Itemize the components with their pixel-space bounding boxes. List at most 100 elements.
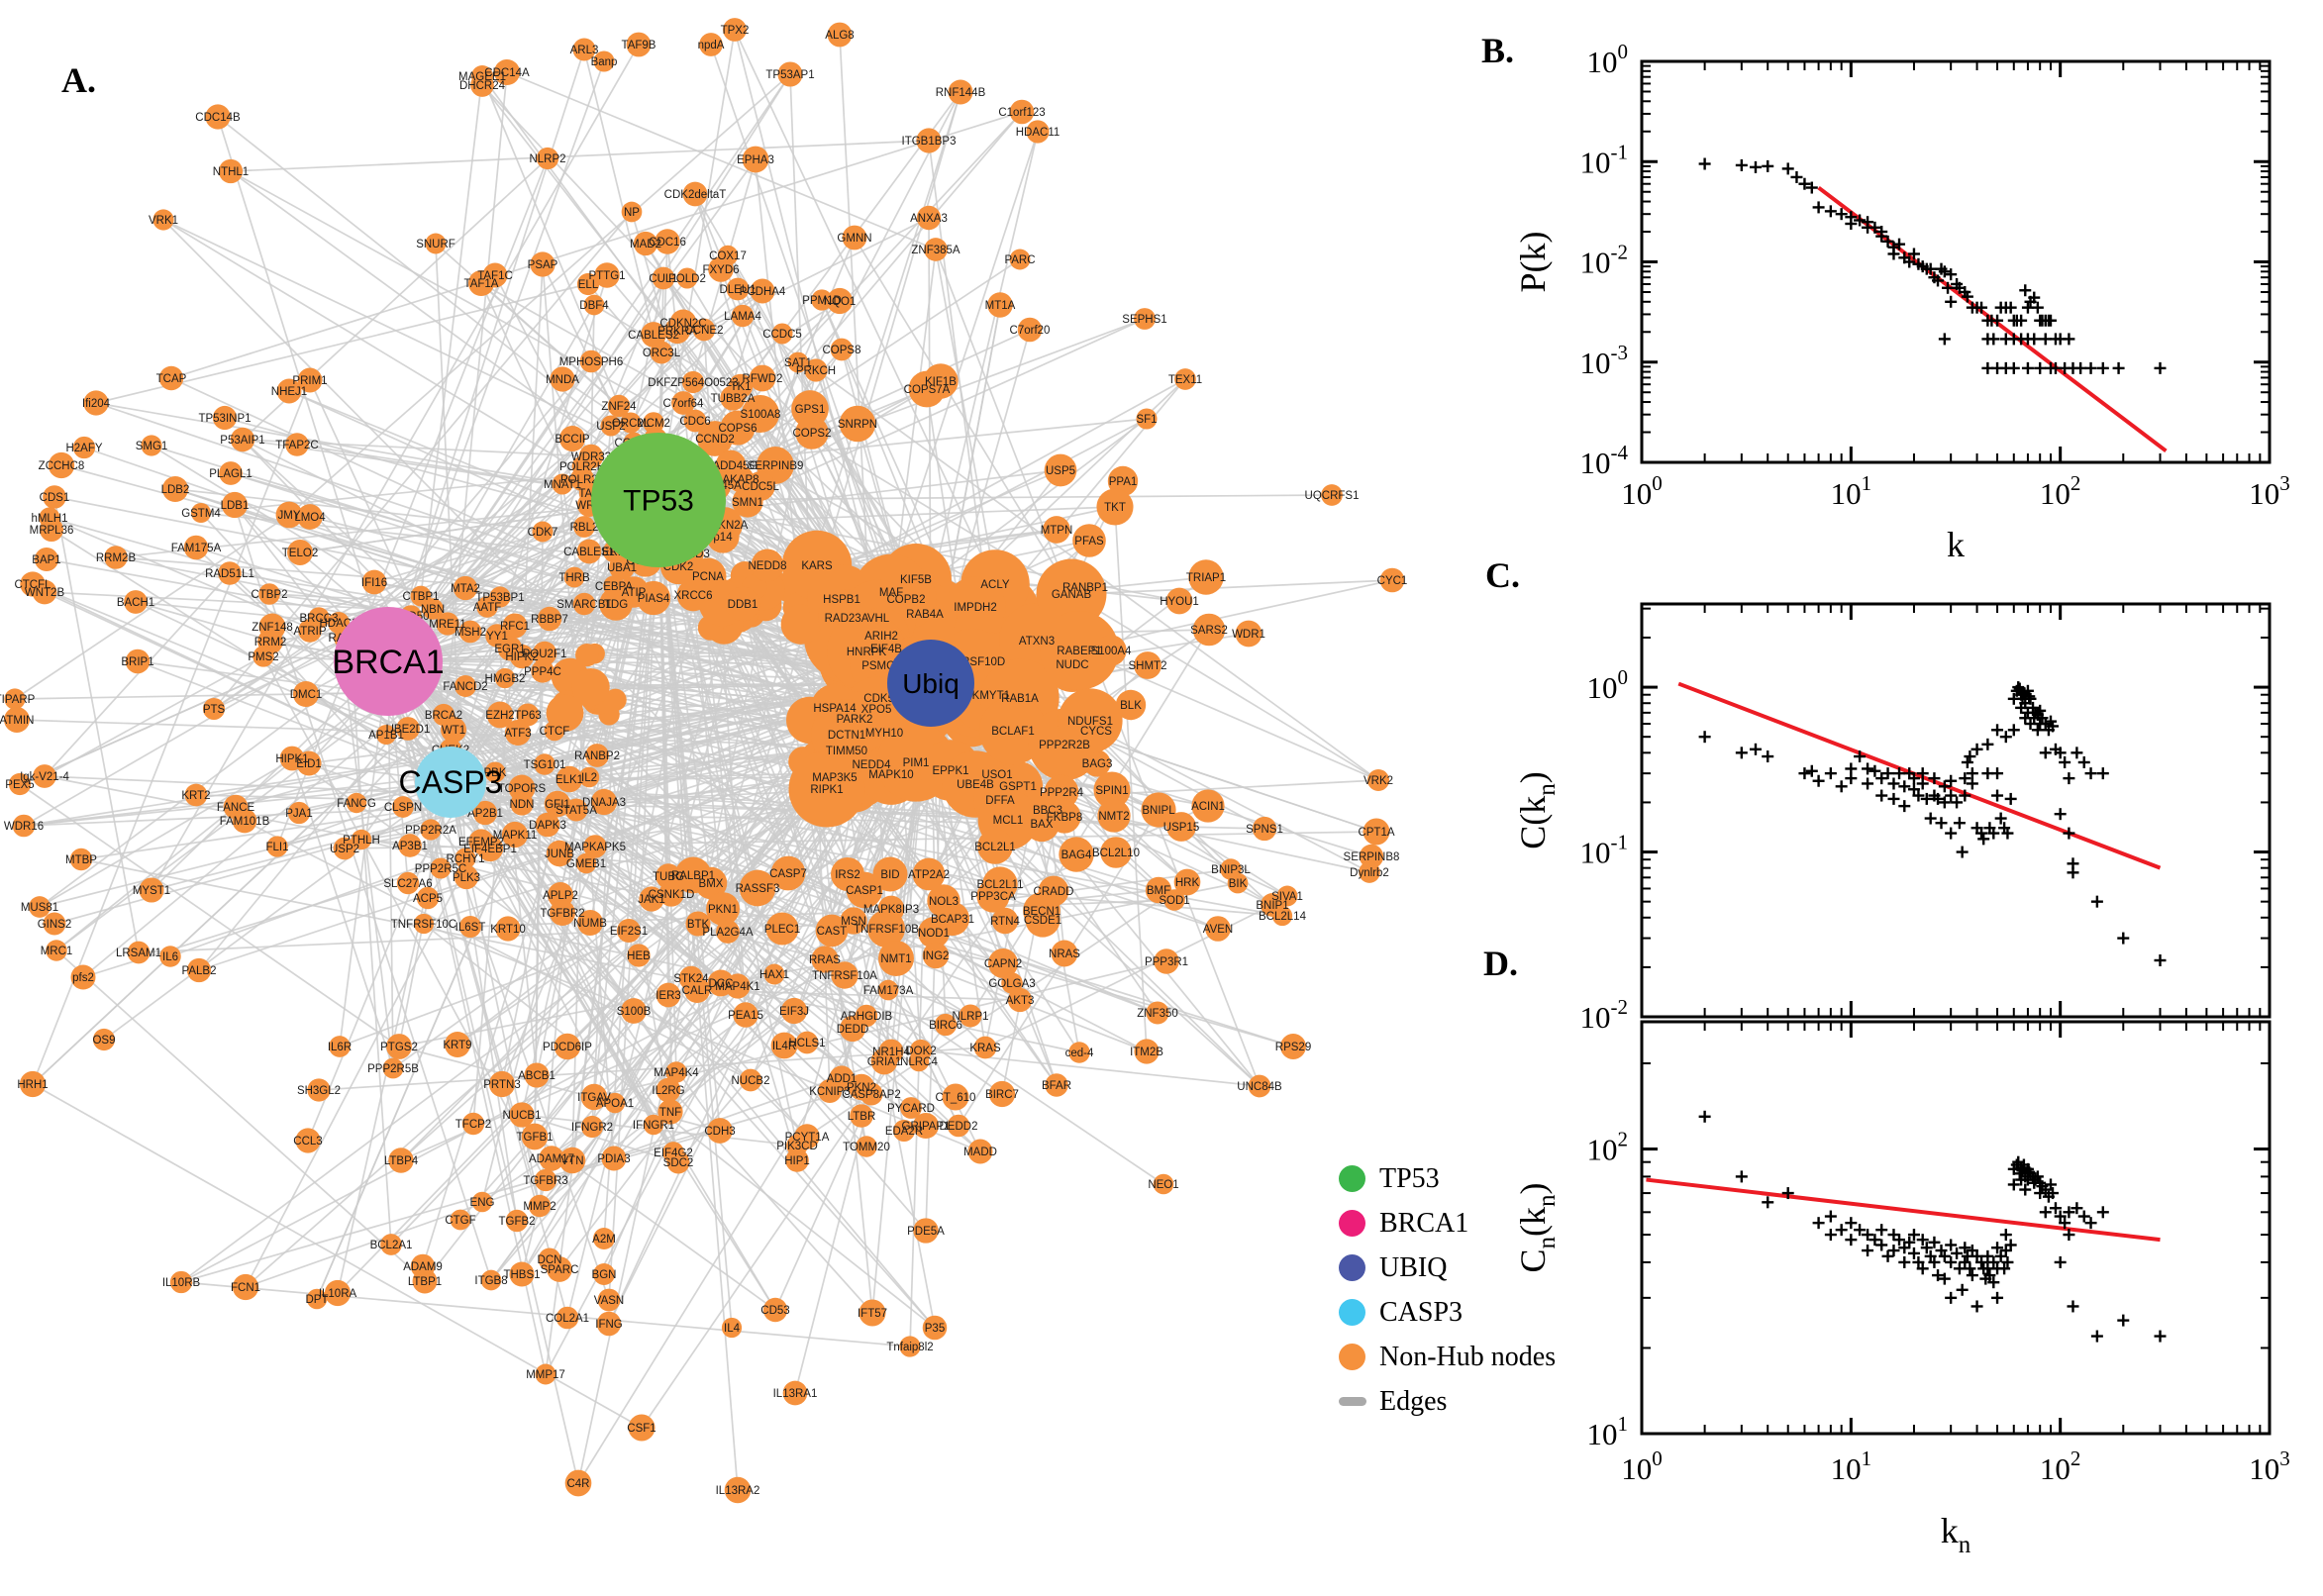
- network-node: [922, 942, 950, 969]
- network-node-label: WDR16: [4, 821, 44, 833]
- network-node-label: IL4: [724, 1323, 741, 1335]
- network-node: [505, 1209, 529, 1233]
- network-node: [739, 1068, 762, 1092]
- network-node: [329, 1036, 351, 1057]
- plotB: 100 101 102 103 100 10-1 10-2 10-3 10-4 k P(k): [1513, 40, 2290, 564]
- network-node-label: IRS2: [835, 869, 860, 881]
- network-node-label: HSPA14: [813, 703, 857, 715]
- network-node: [751, 549, 784, 582]
- network-node-label: TGFB2: [498, 1216, 535, 1228]
- network-node: [934, 1013, 958, 1037]
- network-node-label: MT1A: [985, 300, 1016, 312]
- network-node-label: S100B: [617, 1006, 652, 1018]
- network-node: [502, 613, 528, 639]
- network-node: [1146, 1001, 1169, 1025]
- network-node: [804, 358, 828, 382]
- network-node-label: UQCRFS1: [1305, 490, 1360, 502]
- network-node: [295, 1128, 321, 1153]
- network-node: [1174, 368, 1196, 390]
- network-node: [19, 1070, 47, 1098]
- network-node-label: RASSF3: [736, 883, 780, 895]
- network-node: [697, 421, 733, 456]
- network-node: [636, 580, 671, 616]
- network-node-label: TAF1A: [464, 278, 499, 290]
- network-node-label: MAD2: [630, 239, 661, 250]
- network-node-label: ORC3L: [643, 348, 681, 359]
- network-node: [308, 607, 330, 629]
- network-node: [537, 606, 562, 632]
- network-node-label: BAP1: [32, 554, 60, 566]
- network-node: [912, 857, 946, 891]
- network-node-label: MYH10: [865, 728, 903, 740]
- network-node-label: PFAS: [1074, 536, 1104, 548]
- network-node-label: IL6ST: [455, 922, 486, 934]
- network-node-label: MUS81: [21, 902, 58, 914]
- network-node: [398, 834, 422, 857]
- network-node: [218, 561, 242, 585]
- network-node: [977, 829, 1013, 864]
- network-node-label: APLP2: [543, 890, 578, 902]
- network-node-label: TUBG: [653, 871, 684, 883]
- network-node-label: MADD: [963, 1147, 997, 1158]
- network-node: [627, 944, 651, 967]
- network-node-label: ATMIN: [0, 715, 34, 727]
- network-node-label: CPT1A: [1358, 827, 1394, 839]
- network-node-label: RFWD2: [743, 373, 783, 385]
- network-node-label: pfs2: [72, 972, 94, 984]
- node-swatch-icon: [1339, 1165, 1365, 1192]
- network-node: [297, 504, 323, 530]
- network-node: [72, 436, 96, 459]
- network-node: [382, 1057, 404, 1079]
- network-node-label: CCND2: [695, 434, 735, 446]
- network-node: [1235, 620, 1262, 648]
- network-node: [652, 266, 675, 290]
- network-node-label: IL2RG: [652, 1085, 684, 1097]
- network-node: [572, 592, 596, 616]
- network-node-label: HCLS1: [788, 1038, 825, 1049]
- network-node: [1017, 317, 1043, 343]
- network-node: [1359, 861, 1380, 883]
- network-node: [576, 909, 604, 937]
- network-node-label: COPS7A: [904, 384, 951, 396]
- network-node-label: TOPORS: [498, 783, 547, 795]
- hub-node-label: Ubiq: [902, 668, 960, 699]
- network-node-label: POLD2: [668, 273, 706, 285]
- network-node-label: RBL2: [570, 522, 599, 534]
- network-hubs: TP53 BRCA1 Ubiq CASP3: [332, 433, 974, 818]
- network-node: [699, 33, 723, 56]
- network-node-label: S100A8: [741, 409, 781, 421]
- tick-label: 102: [2040, 1446, 2081, 1486]
- network-node-label: BECN1: [1023, 906, 1060, 918]
- network-node-label: GRIA1: [867, 1056, 902, 1068]
- network-node: [1040, 611, 1119, 690]
- network-node: [739, 869, 776, 907]
- network-node: [535, 1363, 556, 1385]
- network-node-label: USF2: [596, 421, 625, 433]
- network-node-label: EIF4EBP1: [463, 844, 517, 855]
- network-node: [547, 1256, 572, 1282]
- network-node-label: FAM101B: [220, 816, 270, 828]
- network-node: [450, 1209, 471, 1231]
- network-node-label: MAGEE1: [458, 71, 506, 83]
- network-node-label: PIK3CD: [776, 1141, 818, 1152]
- network-node-label: SNRPN: [838, 419, 877, 431]
- network-node-label: UBE4B: [957, 779, 994, 791]
- network-node: [656, 982, 681, 1008]
- network-node: [232, 1273, 259, 1301]
- network-node: [839, 405, 876, 443]
- node-swatch-icon: [1339, 1254, 1365, 1281]
- plotC: 100 10-1 10-2 C(kn): [1513, 602, 2272, 1035]
- network-node-label: TELO2: [282, 548, 318, 559]
- network-node-label: PPM1D: [802, 295, 842, 307]
- network-node-label: LMO4: [294, 512, 326, 524]
- network-node: [732, 486, 763, 518]
- network-node-label: ITGB8: [474, 1275, 507, 1287]
- network-node-label: DAPK3: [529, 820, 566, 832]
- network-node-label: BCCIP: [555, 434, 589, 446]
- network-node-label: THBS1: [503, 1269, 540, 1281]
- network-node: [1043, 516, 1070, 544]
- network-node-label: NOD1: [918, 928, 950, 940]
- network-node: [70, 964, 96, 990]
- network-node: [707, 1118, 733, 1144]
